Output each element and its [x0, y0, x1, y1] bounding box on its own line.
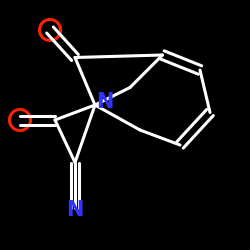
Text: N: N: [96, 92, 114, 112]
Text: N: N: [66, 200, 84, 220]
